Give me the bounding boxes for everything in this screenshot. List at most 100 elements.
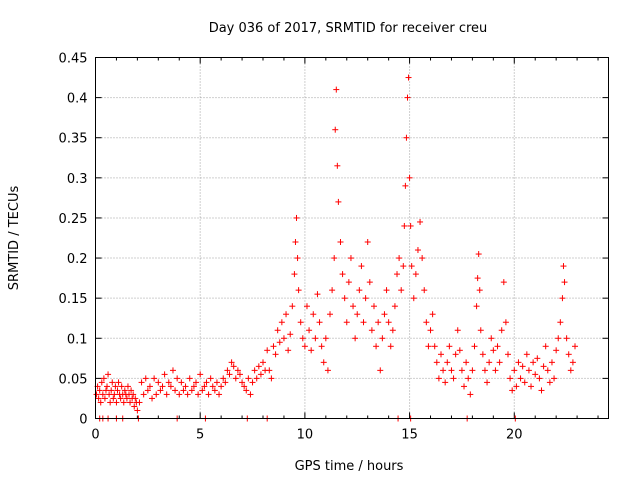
data-point bbox=[118, 383, 125, 390]
data-point bbox=[324, 367, 331, 374]
data-point bbox=[502, 319, 509, 326]
data-point bbox=[93, 391, 100, 398]
data-point bbox=[433, 359, 440, 366]
chart-title: Day 036 of 2017, SRMTID for receiver cre… bbox=[209, 21, 488, 36]
data-point bbox=[110, 395, 117, 402]
data-point bbox=[368, 327, 375, 334]
data-point bbox=[530, 359, 537, 366]
data-point bbox=[306, 327, 313, 334]
data-point bbox=[327, 311, 334, 318]
data-point bbox=[220, 375, 227, 382]
x-tick-label: 15 bbox=[401, 428, 418, 443]
data-point bbox=[387, 343, 394, 350]
data-point bbox=[318, 343, 325, 350]
data-point bbox=[312, 335, 319, 342]
data-point bbox=[303, 303, 310, 310]
data-point bbox=[366, 279, 373, 286]
data-point bbox=[247, 391, 254, 398]
data-point bbox=[159, 383, 166, 390]
data-point bbox=[375, 319, 382, 326]
data-point bbox=[115, 379, 122, 386]
data-point bbox=[108, 387, 115, 394]
data-point bbox=[255, 363, 262, 370]
data-point bbox=[429, 311, 436, 318]
data-point bbox=[100, 375, 107, 382]
data-point bbox=[253, 375, 260, 382]
data-point bbox=[99, 391, 106, 398]
data-point bbox=[332, 126, 339, 133]
data-point bbox=[559, 295, 566, 302]
data-point bbox=[245, 375, 252, 382]
data-point bbox=[120, 399, 127, 406]
data-point bbox=[295, 287, 302, 294]
data-point bbox=[488, 335, 495, 342]
data-point bbox=[176, 391, 183, 398]
data-point bbox=[114, 387, 121, 394]
data-point bbox=[188, 387, 195, 394]
data-point bbox=[496, 359, 503, 366]
gridlines bbox=[95, 57, 609, 419]
data-point bbox=[452, 351, 459, 358]
data-point bbox=[293, 214, 300, 221]
data-point bbox=[479, 351, 486, 358]
data-point bbox=[347, 255, 354, 262]
data-point bbox=[193, 379, 200, 386]
data-point bbox=[446, 343, 453, 350]
data-point bbox=[427, 327, 434, 334]
data-point bbox=[563, 335, 570, 342]
data-point bbox=[207, 375, 214, 382]
data-point bbox=[417, 218, 424, 225]
data-point bbox=[308, 347, 315, 354]
data-point bbox=[373, 343, 380, 350]
data-point bbox=[419, 255, 426, 262]
data-point bbox=[205, 391, 212, 398]
data-point bbox=[149, 395, 156, 402]
data-point bbox=[264, 347, 271, 354]
data-point bbox=[107, 399, 114, 406]
y-tick-label: 0.15 bbox=[59, 292, 88, 307]
data-point bbox=[425, 343, 432, 350]
data-point bbox=[461, 383, 468, 390]
data-point bbox=[521, 379, 528, 386]
data-point bbox=[334, 162, 341, 169]
data-point bbox=[138, 379, 145, 386]
data-point bbox=[98, 379, 105, 386]
data-point bbox=[406, 174, 413, 181]
y-tick-label: 0.45 bbox=[59, 52, 88, 67]
data-point bbox=[236, 371, 243, 378]
data-point bbox=[437, 351, 444, 358]
data-point bbox=[490, 347, 497, 354]
data-point bbox=[484, 379, 491, 386]
data-point bbox=[169, 367, 176, 374]
data-point bbox=[190, 383, 197, 390]
data-point bbox=[569, 359, 576, 366]
data-point bbox=[130, 391, 137, 398]
data-point bbox=[144, 387, 151, 394]
data-point bbox=[292, 239, 299, 246]
data-point bbox=[555, 335, 562, 342]
data-point bbox=[140, 391, 147, 398]
data-points bbox=[93, 74, 578, 422]
data-point bbox=[546, 379, 553, 386]
data-point bbox=[178, 379, 185, 386]
x-axis-label: GPS time / hours bbox=[295, 459, 404, 474]
data-point bbox=[343, 319, 350, 326]
data-point bbox=[167, 383, 174, 390]
data-point bbox=[134, 407, 141, 414]
data-point bbox=[492, 367, 499, 374]
data-point bbox=[180, 387, 187, 394]
data-point bbox=[278, 319, 285, 326]
y-tick-label: 0.2 bbox=[67, 252, 88, 267]
data-point bbox=[561, 279, 568, 286]
y-tick-label: 0.4 bbox=[67, 92, 88, 107]
data-point bbox=[364, 239, 371, 246]
data-point bbox=[391, 303, 398, 310]
data-point bbox=[553, 347, 560, 354]
data-point bbox=[232, 375, 239, 382]
data-point bbox=[102, 387, 109, 394]
data-point bbox=[251, 367, 258, 374]
data-point bbox=[280, 335, 287, 342]
data-point bbox=[199, 387, 206, 394]
plot-frame bbox=[95, 57, 609, 419]
data-point bbox=[337, 239, 344, 246]
